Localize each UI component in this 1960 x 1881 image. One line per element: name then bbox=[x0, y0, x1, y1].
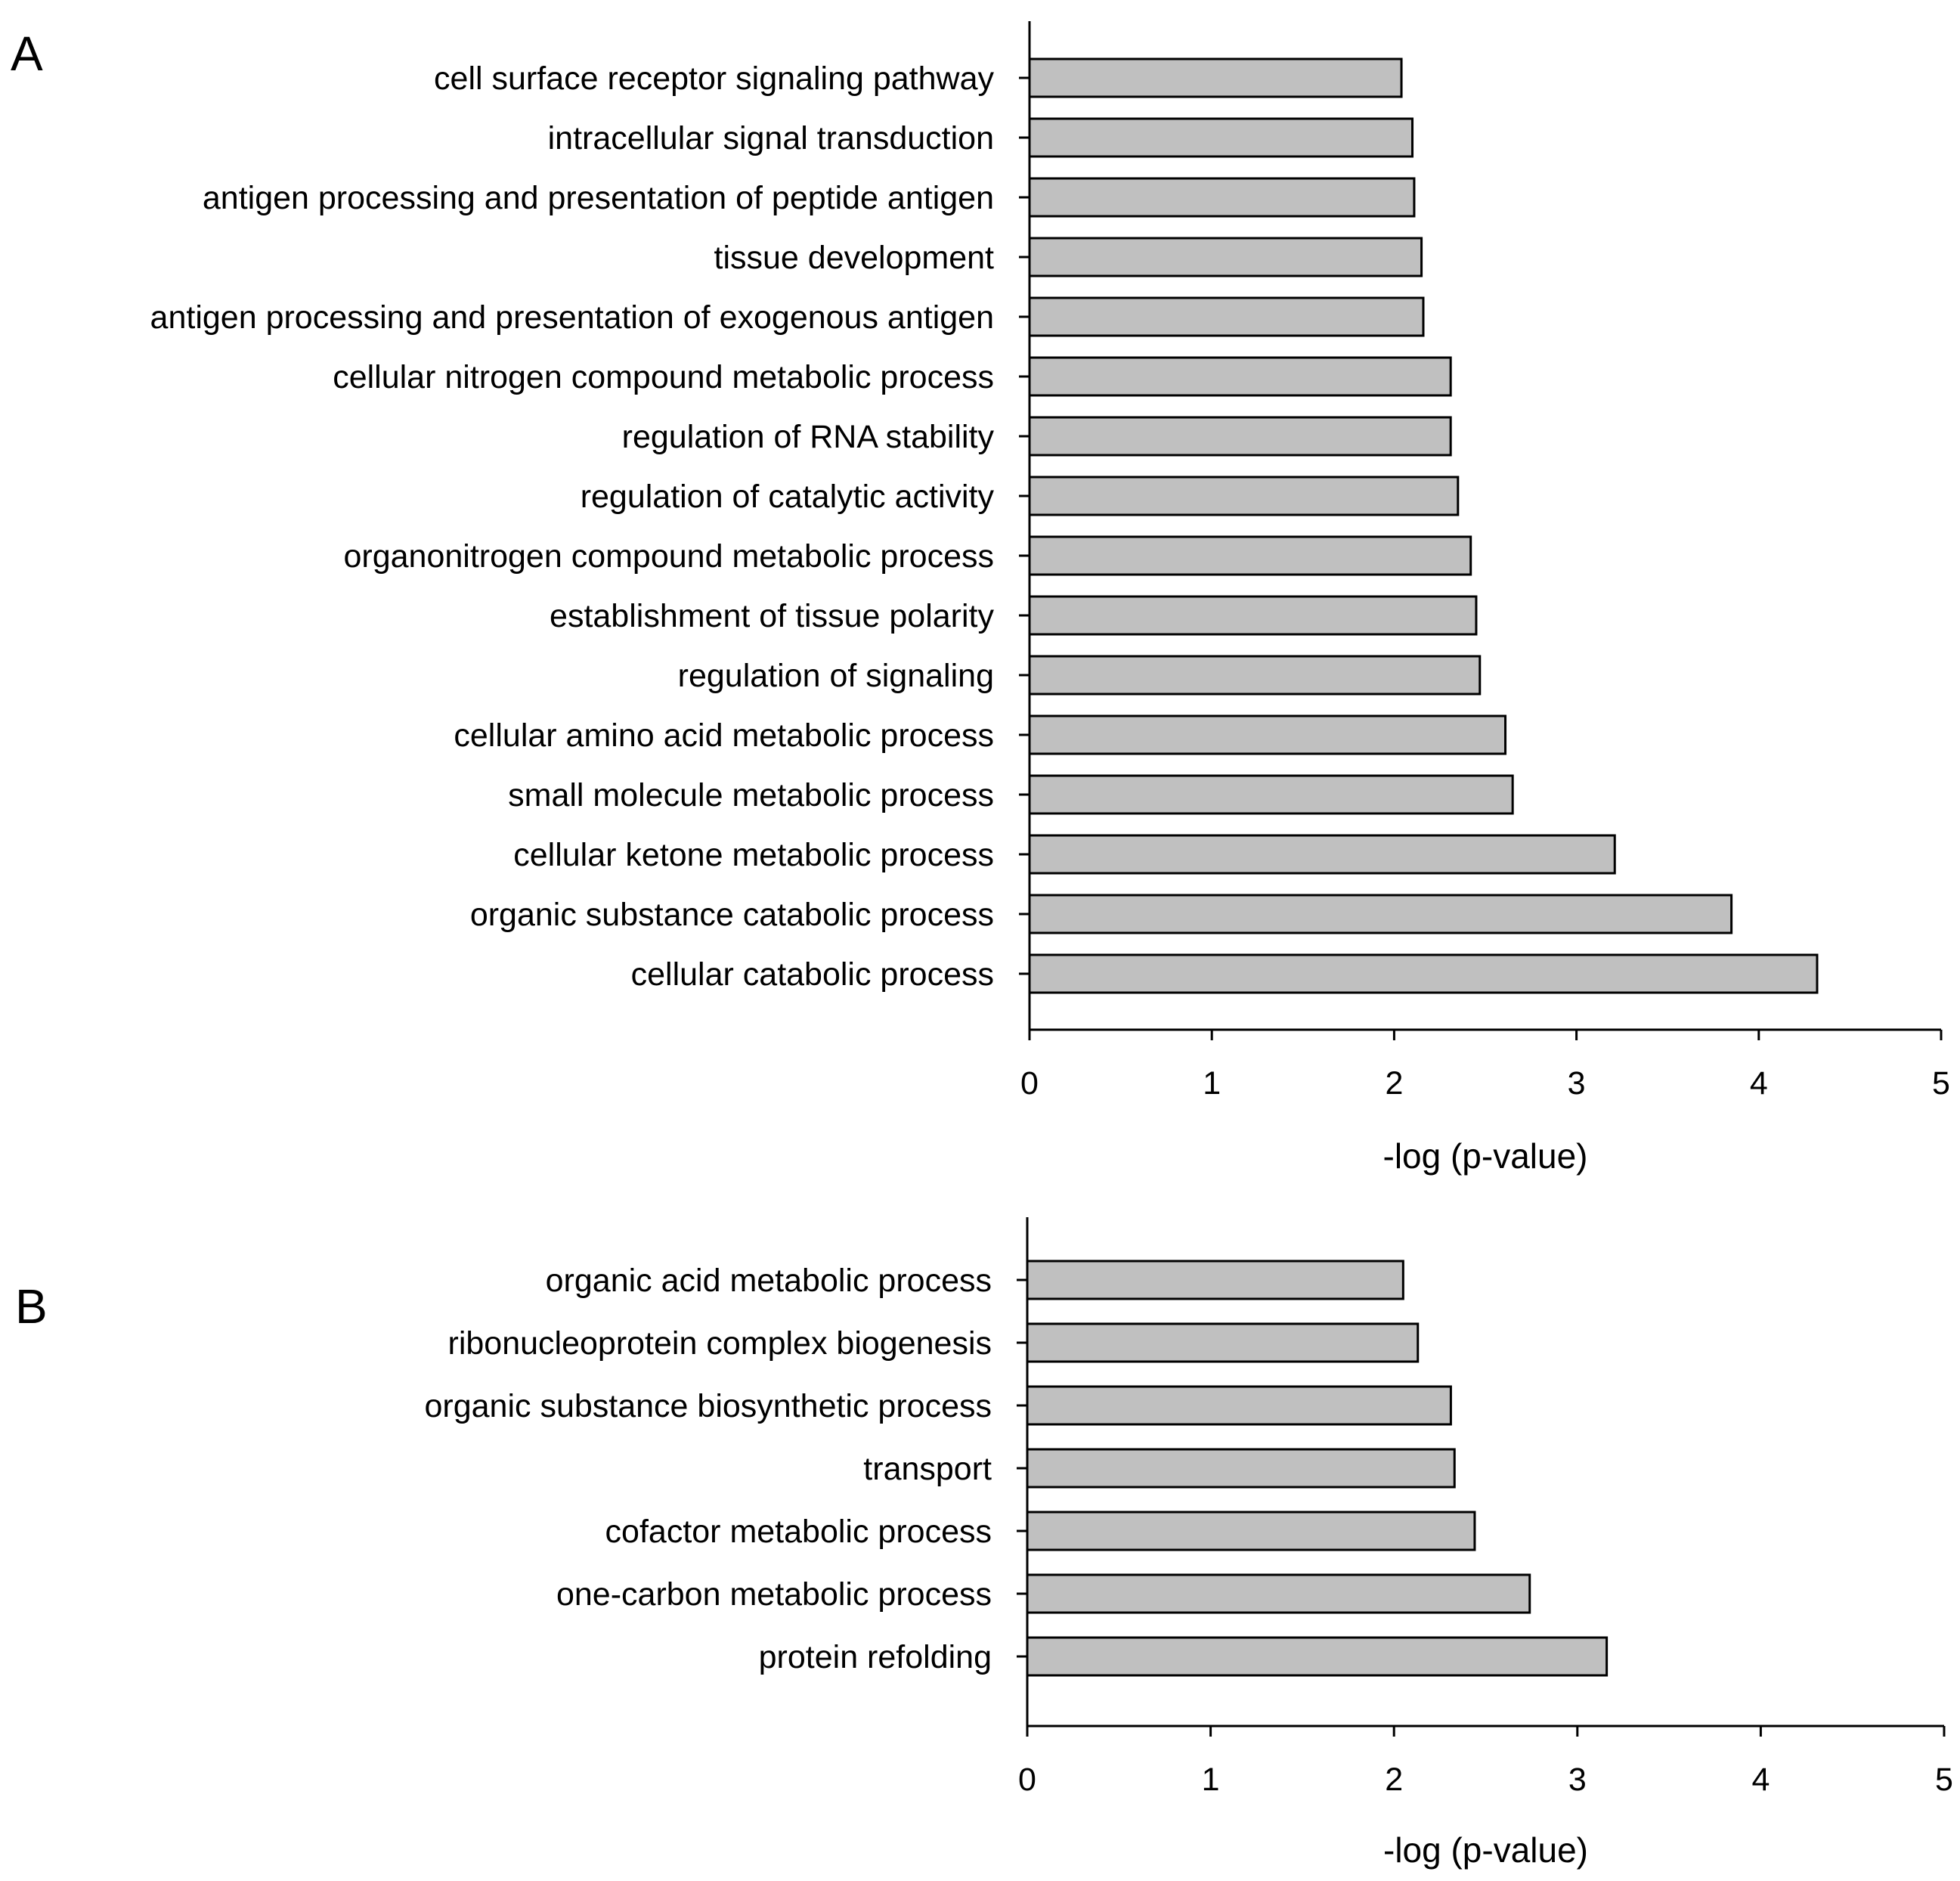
category-label: organic acid metabolic process bbox=[546, 1263, 992, 1299]
panel-b-category-labels: organic acid metabolic process ribonucleo… bbox=[424, 1263, 992, 1675]
bar-a-2 bbox=[1028, 177, 1416, 218]
x-tick-label: 5 bbox=[1935, 1762, 1953, 1798]
x-tick-label: 2 bbox=[1385, 1065, 1403, 1102]
category-label: regulation of signaling bbox=[678, 658, 994, 694]
x-tick-label: 1 bbox=[1203, 1065, 1221, 1102]
category-label: organic substance biosynthetic process bbox=[424, 1388, 992, 1424]
x-tick-label: 3 bbox=[1568, 1762, 1587, 1798]
bar-a-6 bbox=[1028, 416, 1452, 457]
bar-a-10 bbox=[1028, 655, 1482, 696]
x-tick-label: 4 bbox=[1750, 1065, 1768, 1102]
category-label: cofactor metabolic process bbox=[605, 1514, 992, 1550]
x-tick-label: 1 bbox=[1202, 1762, 1220, 1798]
panel-b-x-axis-title: -log (p-value) bbox=[1383, 1830, 1588, 1870]
bar-a-14 bbox=[1028, 894, 1733, 934]
bar-a-8 bbox=[1028, 535, 1472, 576]
panel-b-x-ticks bbox=[1017, 1278, 1946, 1737]
panel-a-bars bbox=[1028, 57, 1819, 994]
bar-b-0 bbox=[1026, 1260, 1404, 1300]
x-tick-label: 0 bbox=[1020, 1065, 1039, 1102]
x-tick-label: 0 bbox=[1018, 1762, 1036, 1798]
category-label: antigen processing and presentation of p… bbox=[203, 180, 994, 216]
category-label: antigen processing and presentation of e… bbox=[150, 299, 994, 336]
bar-a-11 bbox=[1028, 714, 1507, 755]
category-label: cell surface receptor signaling pathway bbox=[434, 60, 994, 97]
panel-b-bars bbox=[1026, 1260, 1609, 1677]
category-label: tissue development bbox=[714, 240, 995, 276]
category-label: small molecule metabolic process bbox=[508, 777, 994, 813]
panel-a-chart: A cell surface receptor signaling pathwa… bbox=[11, 21, 1950, 1176]
bar-a-7 bbox=[1028, 476, 1460, 516]
bar-b-6 bbox=[1026, 1636, 1609, 1677]
x-tick-label: 5 bbox=[1932, 1065, 1950, 1102]
bar-a-1 bbox=[1028, 117, 1414, 158]
bar-a-12 bbox=[1028, 774, 1514, 815]
bar-b-1 bbox=[1026, 1322, 1420, 1363]
category-label: cellular amino acid metabolic process bbox=[454, 717, 994, 754]
bar-a-0 bbox=[1028, 57, 1403, 98]
category-label: organic substance catabolic process bbox=[470, 897, 994, 933]
x-tick-label: 4 bbox=[1751, 1762, 1770, 1798]
x-tick-label: 2 bbox=[1385, 1762, 1403, 1798]
panel-a-x-tick-labels: 0 1 2 3 4 5 bbox=[1020, 1065, 1950, 1102]
bar-a-5 bbox=[1028, 356, 1452, 397]
bar-b-2 bbox=[1026, 1385, 1452, 1426]
category-label: cellular nitrogen compound metabolic pro… bbox=[333, 359, 994, 395]
panel-a-x-axis-title: -log (p-value) bbox=[1383, 1136, 1588, 1176]
bar-a-15 bbox=[1028, 953, 1819, 994]
category-label: establishment of tissue polarity bbox=[550, 598, 994, 634]
category-label: one-carbon metabolic process bbox=[556, 1576, 992, 1613]
bar-a-9 bbox=[1028, 595, 1478, 636]
category-label: protein refolding bbox=[759, 1639, 992, 1675]
panel-b-x-tick-labels: 0 1 2 3 4 5 bbox=[1018, 1762, 1953, 1798]
bar-a-3 bbox=[1028, 237, 1423, 277]
bar-a-13 bbox=[1028, 834, 1616, 875]
x-tick-label: 3 bbox=[1568, 1065, 1586, 1102]
bar-b-5 bbox=[1026, 1573, 1531, 1614]
panel-b-chart: B organic acid metabolic process ribonucl… bbox=[15, 1217, 1953, 1870]
category-label: cellular ketone metabolic process bbox=[513, 837, 994, 873]
panel-a-category-labels: cell surface receptor signaling pathway i… bbox=[150, 60, 995, 993]
bar-a-4 bbox=[1028, 296, 1425, 337]
category-label: ribonucleoprotein complex biogenesis bbox=[448, 1325, 992, 1362]
category-label: transport bbox=[863, 1451, 992, 1487]
category-label: organonitrogen compound metabolic proces… bbox=[343, 538, 994, 575]
category-label: intracellular signal transduction bbox=[548, 120, 994, 156]
panel-b-letter: B bbox=[15, 1279, 48, 1334]
category-label: regulation of RNA stability bbox=[622, 419, 995, 455]
category-label: cellular catabolic process bbox=[631, 956, 994, 993]
panel-a-x-ticks bbox=[1019, 76, 1943, 1040]
bar-b-4 bbox=[1026, 1511, 1476, 1551]
bar-b-3 bbox=[1026, 1448, 1456, 1489]
panel-a-letter: A bbox=[11, 26, 43, 81]
category-label: regulation of catalytic activity bbox=[581, 479, 995, 515]
